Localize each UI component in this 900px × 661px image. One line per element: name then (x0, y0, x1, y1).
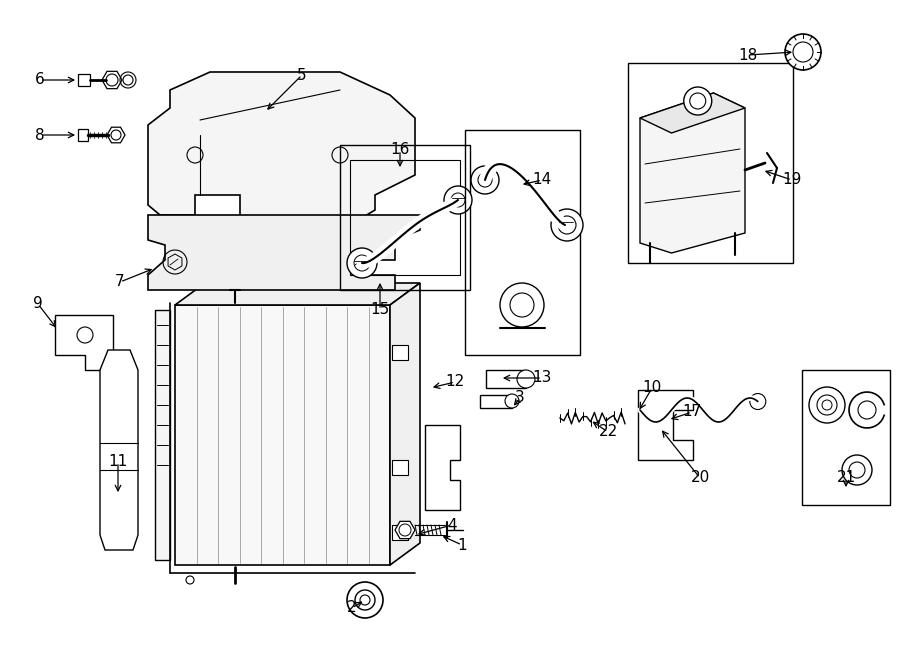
Circle shape (355, 590, 375, 610)
Polygon shape (175, 283, 420, 305)
Text: 21: 21 (836, 471, 856, 485)
Polygon shape (175, 305, 390, 565)
Circle shape (551, 209, 583, 241)
Text: 7: 7 (115, 274, 125, 290)
Text: 4: 4 (447, 518, 457, 533)
Polygon shape (100, 350, 138, 550)
Polygon shape (638, 390, 693, 460)
Text: 17: 17 (682, 405, 702, 420)
Circle shape (444, 186, 472, 214)
Polygon shape (148, 215, 420, 290)
Polygon shape (78, 74, 90, 86)
Text: 10: 10 (643, 381, 662, 395)
Circle shape (517, 370, 535, 388)
Polygon shape (155, 310, 170, 560)
Polygon shape (640, 93, 745, 253)
Polygon shape (392, 345, 408, 360)
Circle shape (347, 582, 383, 618)
Polygon shape (486, 370, 526, 388)
Text: 9: 9 (33, 297, 43, 311)
Circle shape (500, 283, 544, 327)
Polygon shape (395, 522, 415, 539)
Text: 15: 15 (371, 303, 390, 317)
Text: 11: 11 (108, 455, 128, 469)
Polygon shape (107, 127, 125, 143)
Circle shape (347, 248, 377, 278)
Polygon shape (392, 525, 408, 540)
Circle shape (510, 293, 534, 317)
Text: 18: 18 (738, 48, 758, 63)
Polygon shape (390, 283, 420, 565)
Text: 22: 22 (598, 424, 617, 440)
Bar (802, 370, 890, 505)
Circle shape (817, 395, 837, 415)
Text: 12: 12 (446, 375, 464, 389)
Bar (465, 130, 580, 355)
Polygon shape (480, 395, 512, 408)
Text: 6: 6 (35, 73, 45, 87)
Bar (340, 145, 470, 290)
Polygon shape (78, 129, 88, 141)
Polygon shape (392, 460, 408, 475)
Circle shape (785, 34, 821, 70)
Polygon shape (55, 315, 113, 370)
Text: 16: 16 (391, 143, 410, 157)
Polygon shape (640, 93, 745, 133)
Text: 8: 8 (35, 128, 45, 143)
Bar (350, 160, 460, 275)
Circle shape (471, 166, 499, 194)
Circle shape (505, 394, 519, 408)
Circle shape (809, 387, 845, 423)
Polygon shape (148, 72, 415, 225)
Polygon shape (425, 425, 460, 510)
Text: 3: 3 (515, 391, 525, 405)
Circle shape (684, 87, 712, 115)
Text: 1: 1 (457, 537, 467, 553)
Text: 2: 2 (347, 600, 356, 615)
Text: 13: 13 (532, 371, 552, 385)
Circle shape (842, 455, 872, 485)
Text: 14: 14 (533, 173, 552, 188)
Text: 19: 19 (782, 173, 802, 188)
Text: 20: 20 (690, 471, 709, 485)
Polygon shape (102, 71, 122, 89)
Text: 5: 5 (297, 67, 307, 83)
Bar (628, 63, 793, 263)
